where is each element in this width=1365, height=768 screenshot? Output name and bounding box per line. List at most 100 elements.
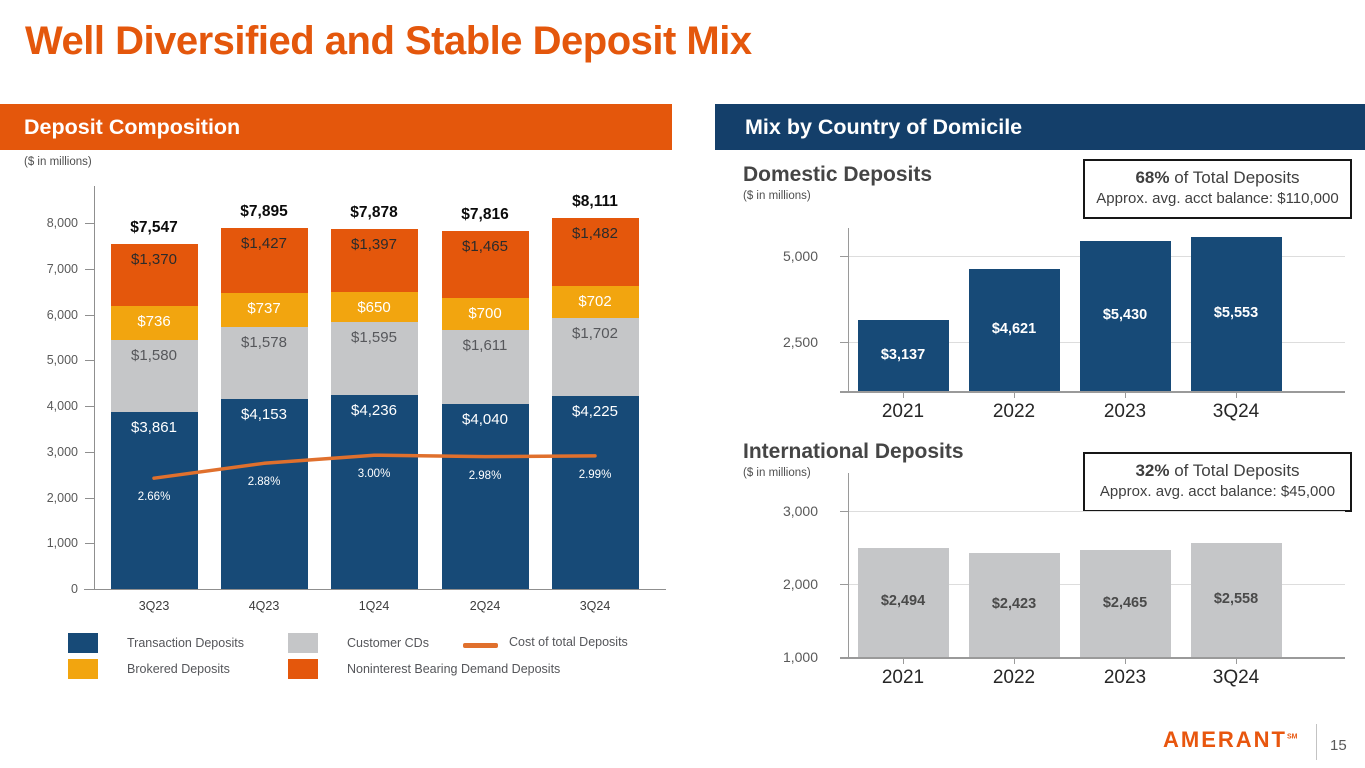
x-tick-label: 2023 [1103, 401, 1147, 422]
amerant-logo-text: AMERANT [1163, 727, 1287, 752]
bar-segment-brokered [551, 285, 639, 318]
y-tick-label: 2,000 [46, 490, 78, 505]
y-tick-label: 5,000 [46, 353, 78, 368]
legend-swatch [68, 633, 98, 653]
international-callout-rest: of Total Deposits [1169, 461, 1300, 480]
cost-line-label: 3.00% [357, 468, 391, 481]
international-callout-line2: Approx. avg. acct balance: $45,000 [1099, 483, 1336, 500]
bar [968, 553, 1060, 657]
bar-segment-customer-cds [220, 326, 308, 399]
bar [857, 320, 949, 391]
bar-segment-label: $1,611 [462, 337, 508, 355]
bar-segment-label: $1,595 [351, 329, 397, 347]
bar-total-label: $7,878 [350, 203, 398, 221]
x-tick-label: 1Q24 [358, 599, 390, 613]
x-tick-label: 2021 [881, 401, 925, 422]
domestic-callout-rest: of Total Deposits [1169, 168, 1300, 187]
footer-divider [1316, 724, 1317, 760]
y-tick [85, 406, 94, 407]
bar-segment-brokered [110, 306, 198, 341]
x-tick [903, 659, 904, 664]
y-tick [85, 314, 94, 316]
bar-value-label: $2,465 [1102, 594, 1148, 611]
y-tick-label: 2,000 [782, 576, 818, 592]
bar-segment-label: $1,427 [241, 234, 287, 252]
y-tick-label: 8,000 [46, 216, 78, 230]
y-tick [840, 342, 848, 343]
bar-total-label: $7,547 [130, 218, 178, 236]
legend-label: Transaction Deposits [127, 636, 244, 650]
domestic-callout-box: 68% of Total Deposits Approx. avg. acct … [1083, 159, 1352, 219]
bar-segment-brokered [330, 292, 418, 323]
bar-segment-label: $3,861 [131, 419, 177, 437]
domestic-deposits-title: Domestic Deposits [743, 163, 933, 186]
cost-line-label: 2.99% [578, 468, 612, 481]
bar-segment-transaction [551, 395, 639, 589]
y-tick-label: 4,000 [46, 399, 78, 413]
bar-segment-transaction [330, 395, 418, 589]
bar-segment-label: $650 [357, 299, 391, 317]
bar [968, 269, 1060, 391]
y-tick [840, 511, 848, 512]
bar-segment-label: $1,578 [241, 333, 287, 351]
bar-segment-customer-cds [330, 322, 418, 396]
mix-by-country-header-label: Mix by Country of Domicile [745, 114, 1023, 139]
bar-segment-label: $1,702 [572, 324, 618, 342]
bar-segment-noninterest [330, 228, 418, 293]
international-callout-pct: 32% [1135, 461, 1170, 480]
x-tick-label: 2Q24 [469, 599, 501, 613]
mix-by-country-header: Mix by Country of Domicile [715, 104, 1365, 150]
legend-label: Cost of total Deposits [509, 635, 628, 649]
bar-segment-transaction [220, 399, 308, 589]
domestic-callout-line1: 68% of Total Deposits [1085, 168, 1350, 188]
bar-total-label: $7,895 [240, 202, 288, 220]
bar-value-label: $5,553 [1213, 304, 1259, 321]
bar-segment-label: $4,225 [572, 402, 618, 420]
gridline [848, 511, 1345, 512]
x-tick-label: 4Q23 [248, 599, 280, 613]
y-tick [85, 360, 94, 362]
domestic-callout-line2: Approx. avg. acct balance: $110,000 [1096, 190, 1339, 207]
y-tick-label: 1,000 [782, 649, 818, 665]
international-units-note: ($ in millions) [743, 467, 811, 479]
bar-segment-brokered [441, 298, 529, 331]
legend-swatch [288, 633, 318, 653]
deposit-composition-header: Deposit Composition [0, 104, 672, 150]
international-deposits-title: International Deposits [743, 440, 964, 463]
cost-line-label: 2.88% [247, 476, 281, 489]
x-tick [1014, 393, 1015, 398]
x-tick-label: 3Q24 [1212, 667, 1260, 688]
y-tick-label: 3,000 [46, 444, 78, 459]
bar [1079, 241, 1171, 391]
bar-segment-label: $736 [137, 313, 171, 331]
bar-total-label: $8,111 [572, 192, 618, 210]
legend-swatch [68, 659, 98, 679]
x-tick-label: 2021 [881, 667, 925, 688]
bar-segment-label: $1,482 [572, 224, 618, 242]
bar-value-label: $2,423 [991, 596, 1037, 613]
x-axis [840, 391, 1345, 393]
x-tick [1014, 659, 1015, 664]
bar-value-label: $3,137 [880, 346, 926, 363]
y-tick-label: 2,500 [782, 334, 818, 350]
legend-label: Noninterest Bearing Demand Deposits [347, 662, 561, 676]
x-tick [1236, 393, 1237, 398]
left-units-note: ($ in millions) [24, 156, 92, 168]
bar [857, 547, 949, 657]
bar-value-label: $2,494 [880, 593, 926, 610]
y-tick-label: 3,000 [782, 503, 818, 519]
y-axis [848, 228, 849, 391]
bar-segment-transaction [441, 404, 529, 589]
bar-segment-noninterest [441, 231, 529, 299]
y-tick [85, 268, 94, 270]
y-tick-label: 6,000 [46, 307, 78, 322]
x-tick-label: 3Q24 [579, 599, 611, 613]
legend-swatch [288, 659, 318, 679]
amerant-logo-sm: SM [1287, 733, 1298, 741]
bar-segment-noninterest [110, 243, 198, 307]
y-tick [840, 256, 848, 257]
y-tick [85, 543, 94, 545]
